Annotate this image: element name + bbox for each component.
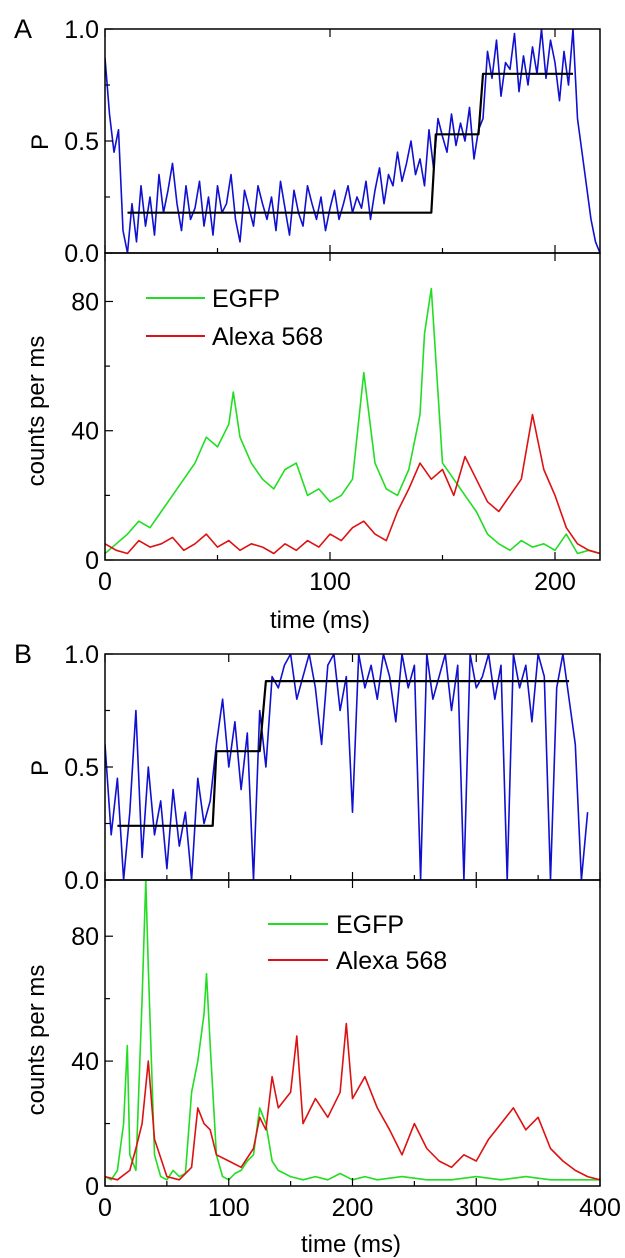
panel-label-a: A	[14, 14, 32, 44]
a-p-plot: 0.0 0.5 1.0	[64, 16, 601, 268]
b-p-series-trace	[105, 654, 589, 880]
a-p-ytick-label: 0.5	[64, 128, 99, 156]
legend-a-egfp-label: EGFP	[212, 285, 280, 313]
a-counts-ytick-label: 40	[71, 418, 99, 446]
a-counts-series-egfp	[105, 287, 600, 555]
b-p-series-step-fit	[117, 679, 570, 827]
a-counts-xtick-label: 0	[98, 568, 112, 596]
legend-b-alexa-label: Alexa 568	[336, 947, 447, 975]
legend-a: EGFP Alexa 568	[146, 285, 323, 351]
b-counts-xtick-label: 400	[579, 1194, 621, 1222]
panel-label-b: B	[14, 639, 32, 669]
legend-a-alexa-label: Alexa 568	[212, 323, 323, 351]
a-counts-ylabel: counts per ms	[23, 336, 50, 487]
b-counts-series-alexa-568	[105, 1022, 600, 1181]
a-xlabel: time (ms)	[270, 607, 370, 634]
a-counts-ytick-label: 80	[71, 288, 99, 316]
b-counts-xtick-label: 100	[208, 1194, 250, 1222]
a-counts-frame	[104, 252, 601, 561]
a-p-ylabel: P	[27, 134, 54, 150]
a-counts-xtick-label: 100	[309, 568, 351, 596]
a-counts-series-alexa-568	[105, 413, 600, 555]
b-p-ytick-label: 0.0	[64, 867, 99, 895]
b-counts-xtick-label: 200	[332, 1194, 374, 1222]
b-p-ylabel: P	[27, 760, 54, 776]
b-counts-ytick-label: 40	[71, 1048, 99, 1076]
a-p-ytick-label: 1.0	[64, 16, 99, 44]
b-counts-ytick-label: 80	[71, 923, 99, 951]
b-p-ytick-label: 1.0	[64, 641, 99, 669]
b-counts-series-egfp	[105, 880, 600, 1181]
a-counts-plot: 0 40 80 0 100 200	[71, 252, 601, 596]
b-counts-xtick-label: 0	[98, 1194, 112, 1222]
a-p-series-step-fit	[127, 72, 573, 214]
b-p-ytick-label: 0.5	[64, 754, 99, 782]
b-counts-ytick-label: 0	[85, 1173, 99, 1201]
legend-b-egfp-label: EGFP	[336, 911, 404, 939]
a-counts-ytick-label: 0	[85, 547, 99, 575]
legend-b: EGFP Alexa 568	[268, 911, 447, 975]
b-counts-xtick-label: 300	[455, 1194, 497, 1222]
a-counts-xtick-label: 200	[534, 568, 576, 596]
b-counts-plot: 0 40 80 0 100 200 300 400	[71, 879, 621, 1222]
a-p-ytick-label: 0.0	[64, 240, 99, 268]
b-p-plot: 0.0 0.5 1.0	[64, 641, 601, 895]
b-xlabel: time (ms)	[301, 1231, 401, 1258]
b-counts-ylabel: counts per ms	[23, 965, 50, 1116]
a-p-series-trace	[105, 29, 600, 253]
